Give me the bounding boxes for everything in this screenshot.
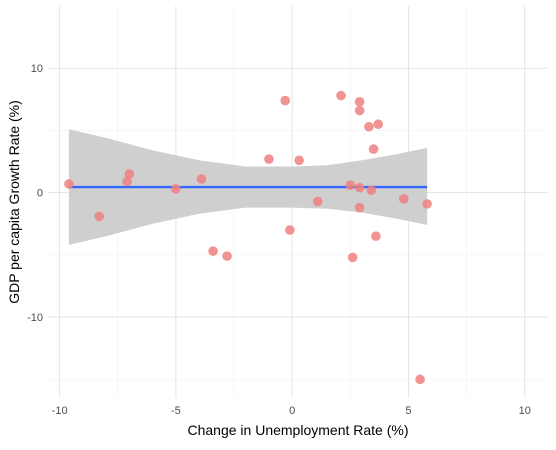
- data-point: [122, 176, 132, 187]
- y-tick-label: -10: [27, 312, 43, 324]
- data-point: [366, 185, 377, 195]
- y-tick-label: 0: [37, 188, 43, 200]
- data-point: [312, 196, 323, 207]
- data-point: [336, 90, 346, 101]
- data-point: [345, 180, 356, 190]
- data-point: [354, 182, 365, 193]
- x-axis-ticks: -10 -5 0 5 10: [52, 405, 531, 417]
- x-axis-title: Change in Unemployment Rate (%): [188, 422, 409, 438]
- data-point: [347, 252, 358, 263]
- x-tick-label: 5: [405, 405, 411, 417]
- data-point: [64, 179, 74, 189]
- data-point: [208, 246, 218, 256]
- data-point: [399, 194, 409, 204]
- data-point: [415, 374, 425, 385]
- x-tick-label: 0: [289, 405, 295, 417]
- data-point: [294, 155, 304, 166]
- data-point: [422, 199, 432, 209]
- data-points: [64, 90, 432, 385]
- data-point: [264, 154, 274, 164]
- data-point: [280, 95, 291, 106]
- y-axis-title: GDP per capita Growth Rate (%): [6, 100, 22, 304]
- data-point: [354, 202, 365, 213]
- data-point: [364, 121, 374, 132]
- data-point: [285, 225, 295, 235]
- data-point: [373, 119, 384, 130]
- x-tick-label: -5: [171, 405, 181, 417]
- y-tick-label: 10: [31, 63, 43, 75]
- data-point: [196, 174, 207, 184]
- data-point: [171, 184, 181, 194]
- data-point: [371, 231, 381, 242]
- data-point: [94, 211, 104, 222]
- y-axis-ticks: -10 0 10: [27, 63, 43, 324]
- data-point: [222, 251, 232, 261]
- data-point: [124, 169, 135, 179]
- data-point: [354, 97, 365, 107]
- x-tick-label: -10: [52, 405, 68, 417]
- x-tick-label: 10: [519, 405, 531, 417]
- data-point: [354, 105, 365, 116]
- data-point: [368, 144, 379, 154]
